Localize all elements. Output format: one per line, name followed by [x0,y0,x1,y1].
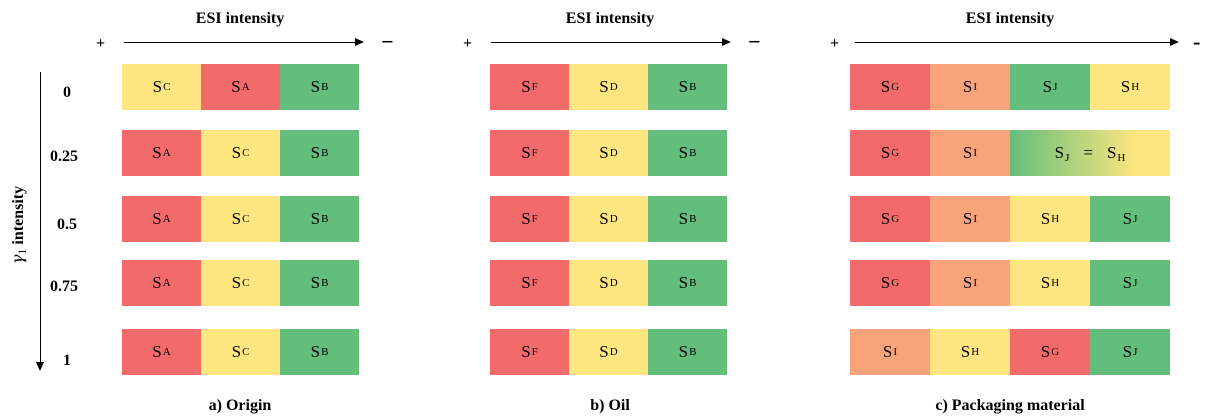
esi-arrow-b [491,42,723,43]
panel-title-packaging-material: c) Packaging material [935,397,1085,414]
plus-sign-a: + [96,35,106,52]
tie-right-label: SH [1106,142,1126,164]
minus-sign-c: - [1193,29,1201,54]
panel-packaging-material: S G S I S J S H S G S I SJ = SH S G S I S H S J S G S I S H S J S I S H S G S… [850,0,1170,420]
esi-arrowhead-b [722,38,731,46]
row-label-0.5: 0.5 [57,216,77,233]
tie-equals: = [1083,143,1093,162]
esi-intensity-header-c: ESI intensity [965,10,1055,27]
ranking-row: S G S I SJ = SH [850,130,1170,176]
gamma-axis-label: γ1 intensity [8,155,32,295]
row-label-1: 1 [63,352,71,369]
row-label-0.25: 0.25 [50,148,78,165]
plus-sign-b: + [463,35,473,52]
esi-arrowhead-a [355,38,364,46]
panel-title-oil: b) Oil [590,397,630,414]
esi-arrowhead-c [1170,38,1179,46]
esi-arrow-c [855,42,1171,43]
row-label-0.75: 0.75 [50,278,78,295]
gamma-axis-arrowhead [36,362,44,371]
minus-sign-b: − [748,29,761,54]
esi-arrow-a [124,42,356,43]
minus-sign-a: − [381,29,394,54]
gamma-axis-text: intensity [10,185,27,245]
row-label-0: 0 [63,84,71,101]
esi-intensity-header-a: ESI intensity [195,10,285,27]
panel-title-origin: a) Origin [208,397,272,414]
tie-cell: SJ = SH [1010,130,1170,176]
tie-left-label: SJ [1054,142,1070,164]
gamma-axis-line [40,72,41,364]
esi-intensity-header-b: ESI intensity [565,10,655,27]
plus-sign-c: + [830,35,840,52]
gamma-subscript: 1 [15,248,29,255]
gamma-symbol: γ [8,254,27,265]
